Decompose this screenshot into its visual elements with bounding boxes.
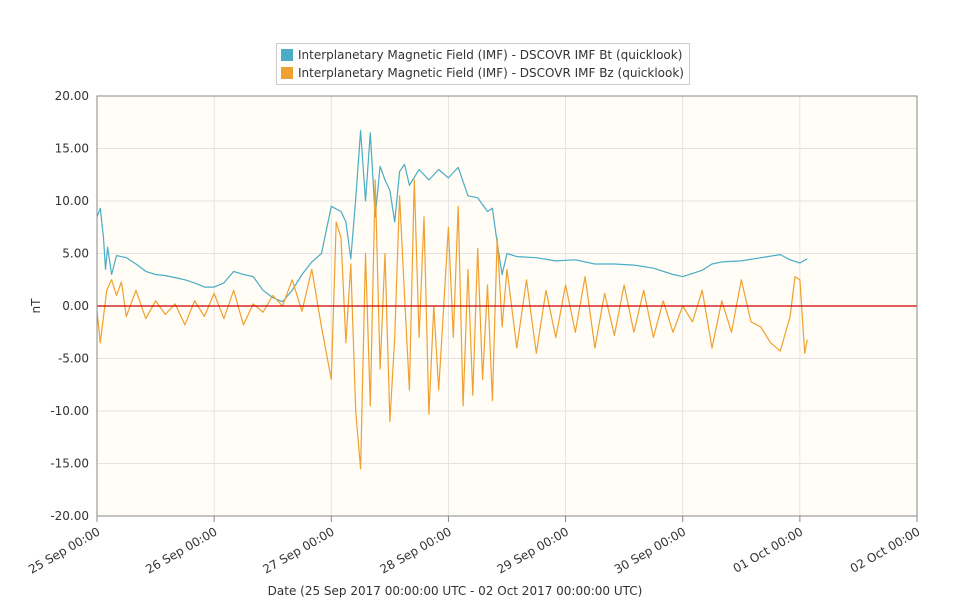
y-axis-title: nT xyxy=(29,298,43,314)
y-tick-label: 0.00 xyxy=(62,299,89,313)
x-axis-tick-labels: 25 Sep 00:00 26 Sep 00:00 27 Sep 00:00 28 S… xyxy=(26,524,922,576)
y-tick-label: -15.00 xyxy=(50,457,89,471)
series-line-bz xyxy=(96,179,808,470)
y-axis-tick-labels: -20.00 -15.00 -10.00 -5.00 0.00 5.00 10.00 15.0… xyxy=(50,89,89,523)
legend-item-bt[interactable]: Interplanetary Magnetic Field (IMF) - DS… xyxy=(281,46,684,64)
series-layer xyxy=(96,130,808,470)
bt-swatch xyxy=(281,49,293,61)
x-tick-label: 29 Sep 00:00 xyxy=(495,524,571,576)
bz-swatch xyxy=(281,67,293,79)
y-tick-label: 5.00 xyxy=(62,247,89,261)
y-tick-label: -10.00 xyxy=(50,404,89,418)
y-tick-label: 15.00 xyxy=(55,142,89,156)
x-tick-label: 25 Sep 00:00 xyxy=(26,524,102,576)
y-tick-label: 20.00 xyxy=(55,89,89,103)
y-tick-label: -5.00 xyxy=(58,352,89,366)
plot-border xyxy=(96,95,918,517)
x-axis-title: Date (25 Sep 2017 00:00:00 UTC - 02 Oct … xyxy=(268,584,643,598)
x-tick-label: 01 Oct 00:00 xyxy=(731,524,806,575)
y-tick-label: 10.00 xyxy=(55,194,89,208)
legend-label-bt: Interplanetary Magnetic Field (IMF) - DS… xyxy=(298,48,683,62)
x-tick-label: 02 Oct 00:00 xyxy=(848,524,923,575)
x-tick-label: 30 Sep 00:00 xyxy=(612,524,688,576)
legend-label-bz: Interplanetary Magnetic Field (IMF) - DS… xyxy=(298,66,684,80)
legend-item-bz[interactable]: Interplanetary Magnetic Field (IMF) - DS… xyxy=(281,64,684,82)
x-tick-label: 26 Sep 00:00 xyxy=(143,524,219,576)
legend: Interplanetary Magnetic Field (IMF) - DS… xyxy=(276,43,690,85)
x-tick-label: 28 Sep 00:00 xyxy=(378,524,454,576)
series-line-bt xyxy=(96,130,808,303)
y-tick-label: -20.00 xyxy=(50,509,89,523)
x-tick-label: 27 Sep 00:00 xyxy=(260,524,336,576)
